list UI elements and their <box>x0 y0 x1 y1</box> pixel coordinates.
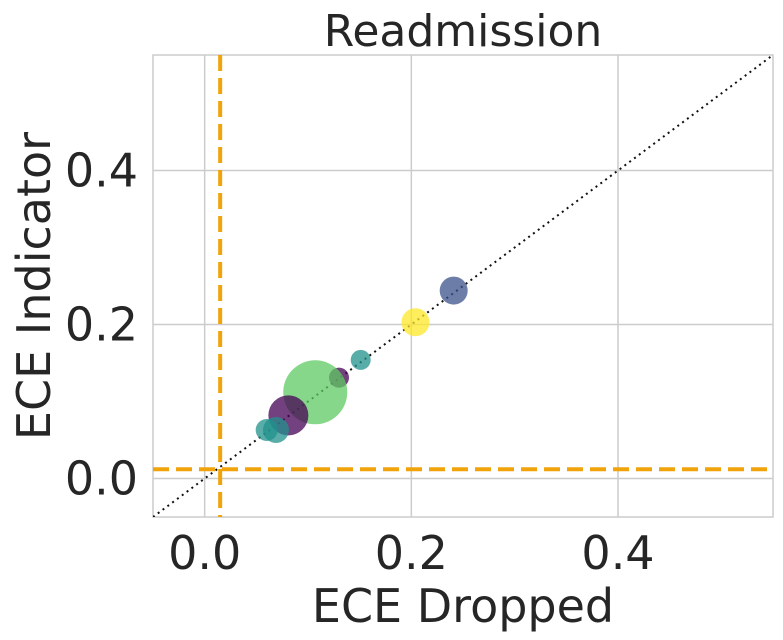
x-tick-label-0: 0.0 <box>168 526 241 580</box>
chart-title: Readmission <box>324 6 603 57</box>
data-point-0 <box>439 276 468 305</box>
data-point-2 <box>350 349 371 370</box>
grid-lines <box>153 55 773 517</box>
x-tick-label-1: 0.2 <box>375 526 448 580</box>
y-axis-label: ECE Indicator <box>7 132 61 440</box>
y-tick-label-2: 0.4 <box>65 144 138 198</box>
x-tick-labels: 0.0 0.2 0.4 <box>168 526 654 580</box>
x-axis-label: ECE Dropped <box>312 579 614 633</box>
data-point-7 <box>255 418 278 441</box>
y-tick-label-1: 0.2 <box>65 298 138 352</box>
x-tick-label-2: 0.4 <box>581 526 654 580</box>
y-tick-label-0: 0.0 <box>65 452 138 506</box>
data-points <box>255 276 468 443</box>
y-tick-labels: 0.0 0.2 0.4 <box>65 144 138 506</box>
data-point-1 <box>401 308 430 337</box>
